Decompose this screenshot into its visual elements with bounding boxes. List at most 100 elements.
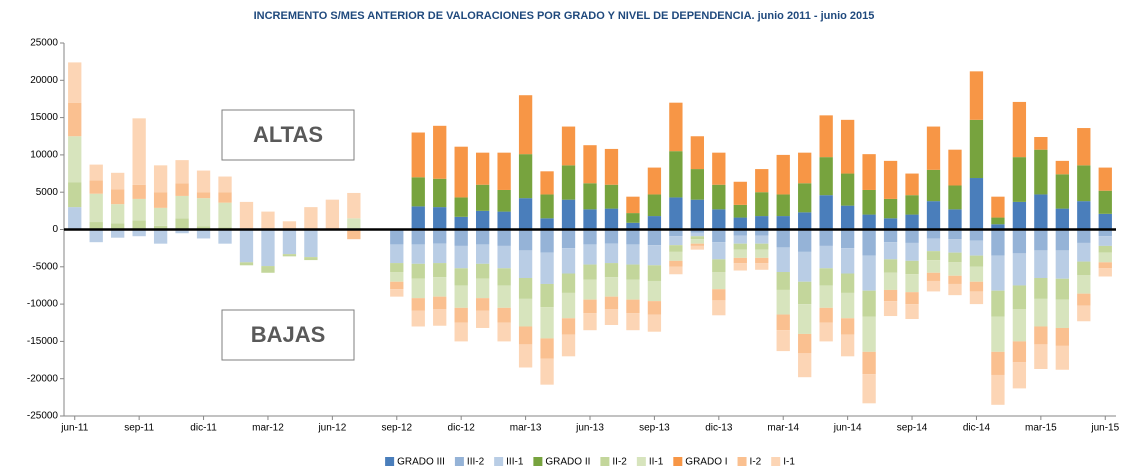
bar-segment	[583, 183, 597, 210]
bar-segment	[690, 236, 705, 240]
bar-segment	[712, 209, 726, 230]
bar-segment	[991, 229, 1005, 256]
bar-segment	[991, 196, 1005, 218]
bar-segment	[733, 204, 747, 218]
bar-segment	[755, 229, 769, 236]
bar-segment	[755, 192, 769, 217]
x-tick-label: dic-14	[963, 423, 991, 434]
bar-segment	[991, 351, 1005, 375]
bar-segment	[798, 251, 812, 282]
x-tick-label: dic-13	[705, 423, 733, 434]
bar-segment	[1055, 345, 1069, 370]
bar-segment	[798, 353, 812, 378]
bar-segment	[1012, 362, 1027, 389]
x-tick-label: sep-11	[124, 423, 154, 434]
bar-segment	[411, 206, 425, 230]
bar-segment	[239, 229, 254, 263]
bar-segment	[1098, 167, 1112, 191]
bar-segment	[840, 292, 855, 319]
bar-segment	[733, 229, 747, 236]
bar-segment	[325, 199, 340, 230]
bar-segment	[905, 292, 919, 305]
bar-segment	[1034, 250, 1048, 278]
bar-segment	[840, 173, 855, 206]
bar-segment	[540, 229, 554, 253]
bar-segment	[1077, 275, 1091, 294]
legend-swatch	[494, 457, 504, 466]
bar-segment	[690, 229, 705, 233]
bar-segment	[948, 229, 962, 240]
y-tick-label: 20000	[30, 75, 58, 86]
bar-segment	[755, 169, 769, 193]
bar-segment	[1034, 229, 1048, 251]
bar-segment	[111, 189, 125, 205]
bar-segment	[347, 192, 361, 219]
bar-segment	[883, 272, 898, 290]
bar-segment	[626, 313, 640, 331]
bar-segment	[411, 229, 425, 245]
bar-segment	[733, 181, 747, 205]
bar-segment	[604, 296, 619, 310]
bar-segment	[862, 214, 876, 230]
legend-label: III-2	[467, 457, 485, 468]
bar-segment	[153, 165, 168, 193]
bar-segment	[390, 263, 404, 273]
bar-segment	[89, 180, 103, 194]
bar-segment	[111, 204, 125, 224]
bar-segment	[647, 194, 662, 217]
bar-segment	[798, 304, 812, 334]
bar-segment	[454, 322, 468, 342]
bar-segment	[561, 248, 576, 274]
bar-segment	[819, 245, 833, 269]
bar-segment	[604, 277, 619, 297]
x-tick-label: jun-14	[833, 423, 862, 434]
bar-segment	[647, 314, 662, 332]
bar-segment	[561, 229, 576, 249]
bar-segment	[282, 254, 297, 257]
chart-title: INCREMENTO S/MES ANTERIOR DE VALORACIONE…	[254, 10, 875, 22]
bar-segment	[1055, 160, 1069, 175]
bar-segment	[755, 257, 769, 264]
bar-segment	[840, 229, 855, 249]
bar-segment	[132, 229, 146, 237]
bar-segment	[68, 102, 82, 137]
x-tick-label: jun-15	[1090, 423, 1119, 434]
bar-segment	[1055, 174, 1069, 209]
bar-segment	[475, 244, 490, 264]
x-tick-label: mar-12	[252, 423, 284, 434]
bar-segment	[1098, 213, 1112, 230]
bar-segment	[411, 132, 425, 178]
bar-segment	[1077, 229, 1091, 243]
bar-segment	[819, 322, 833, 342]
bar-segment	[690, 232, 705, 237]
bar-segment	[583, 279, 597, 300]
bar-segment	[733, 217, 747, 230]
bar-segment	[111, 223, 125, 230]
bar-segment	[1098, 262, 1112, 269]
bar-segment	[604, 309, 619, 325]
bar-segment	[153, 225, 168, 230]
bar-segment	[1098, 236, 1112, 246]
bar-segment	[819, 157, 833, 196]
bar-segment	[883, 301, 898, 317]
bar-segment	[1012, 201, 1027, 230]
bar-segment	[883, 229, 898, 243]
bar-segment	[905, 214, 919, 230]
bar-segment	[1098, 268, 1112, 277]
y-tick-label: 10000	[30, 150, 58, 161]
bar-segment	[347, 218, 361, 230]
bar-segment	[433, 243, 447, 264]
bar-segment	[604, 229, 619, 244]
bar-segment	[948, 275, 962, 284]
legend: GRADO III III-2 III-1 GRADO II II-2 II-1 GRADO…	[385, 457, 795, 468]
bar-segment	[926, 126, 941, 170]
legend-swatch	[600, 457, 610, 466]
x-tick-label: dic-12	[448, 423, 476, 434]
bar-segment	[454, 245, 468, 269]
bar-segment	[755, 216, 769, 230]
bar-segment	[926, 169, 941, 202]
bar-segment	[153, 229, 168, 244]
bar-segment	[261, 229, 275, 267]
bar-segment	[905, 242, 919, 261]
bar-segment	[647, 280, 662, 302]
